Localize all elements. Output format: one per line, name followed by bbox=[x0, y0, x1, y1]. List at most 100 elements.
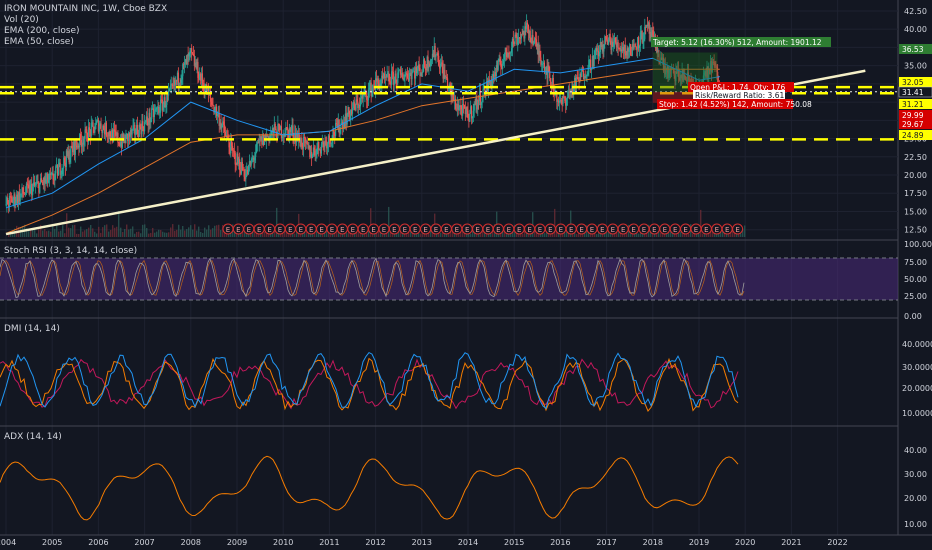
candle-body bbox=[20, 193, 22, 195]
price-badge-label: 31.41 bbox=[902, 88, 924, 97]
indicator-ema200[interactable]: EMA (200, close) bbox=[4, 26, 80, 36]
indicator-ema50[interactable]: EMA (50, close) bbox=[4, 37, 74, 47]
candle-body bbox=[495, 65, 498, 76]
price-badge-label: 24.89 bbox=[902, 131, 924, 140]
volume-bar bbox=[336, 226, 338, 237]
candle-body bbox=[287, 127, 289, 130]
candle-body bbox=[713, 61, 715, 63]
price-badge bbox=[899, 77, 932, 87]
volume-bar bbox=[470, 233, 472, 237]
volume-bar bbox=[186, 229, 188, 237]
volume-bar bbox=[114, 227, 116, 237]
candle-body bbox=[272, 128, 275, 133]
volume-bar bbox=[530, 233, 532, 237]
earnings-marker-label: E bbox=[465, 226, 469, 234]
candle-body bbox=[291, 125, 293, 130]
candle-body bbox=[48, 179, 50, 183]
candle-body bbox=[79, 133, 81, 148]
candle-body bbox=[370, 82, 372, 96]
candle-body bbox=[359, 97, 362, 107]
candle-body bbox=[236, 153, 238, 165]
candle-body bbox=[136, 125, 139, 135]
candle-body bbox=[408, 73, 410, 81]
candle-body bbox=[68, 151, 70, 163]
candle-body bbox=[355, 99, 357, 110]
volume-bar bbox=[630, 233, 632, 237]
candle-body bbox=[523, 30, 525, 39]
candle-body bbox=[558, 100, 560, 103]
candle-body bbox=[285, 127, 287, 136]
volume-bar bbox=[306, 230, 308, 237]
candle-body bbox=[167, 90, 170, 96]
candle-body bbox=[430, 59, 432, 67]
candle-body bbox=[584, 76, 586, 79]
earnings-marker-label: E bbox=[486, 226, 490, 234]
candle-body bbox=[715, 65, 717, 67]
candle-body bbox=[303, 137, 305, 149]
candle-body bbox=[588, 59, 590, 73]
candle-body bbox=[493, 74, 495, 78]
volume-bar bbox=[326, 225, 328, 237]
candle-body bbox=[312, 147, 315, 156]
candle-body bbox=[663, 65, 665, 71]
candle-body bbox=[562, 96, 564, 104]
candle-body bbox=[32, 186, 34, 196]
candle-body bbox=[351, 109, 353, 114]
candle-body bbox=[328, 135, 330, 141]
candle-body bbox=[163, 97, 165, 105]
volume-bar bbox=[692, 233, 694, 237]
candle-body bbox=[341, 121, 343, 124]
candle-body bbox=[247, 169, 249, 174]
volume-bar bbox=[128, 229, 130, 237]
candle-body bbox=[602, 44, 604, 52]
price-badge bbox=[899, 130, 932, 140]
candle-body bbox=[494, 72, 496, 78]
candle-body bbox=[235, 164, 237, 166]
symbol-title[interactable]: IRON MOUNTAIN INC, 1W, Cboe BZX bbox=[4, 4, 168, 14]
volume-bar bbox=[170, 227, 172, 237]
stoch-title[interactable]: Stoch RSI (3, 3, 14, 14, close) bbox=[4, 246, 138, 256]
candle-body bbox=[425, 68, 427, 71]
candle-body bbox=[93, 126, 95, 133]
candle-body bbox=[384, 76, 386, 79]
volume-bar bbox=[316, 226, 318, 237]
candle-body bbox=[158, 106, 160, 113]
candle-body bbox=[322, 141, 324, 143]
candle-body bbox=[542, 62, 545, 64]
candle-body bbox=[183, 64, 185, 65]
volume-bar bbox=[442, 233, 444, 237]
volume-bar bbox=[138, 231, 140, 237]
candle-body bbox=[537, 43, 539, 55]
target-label: Target: 5.12 (16.30%) 512, Amount: 1901.… bbox=[652, 38, 822, 47]
volume-bar bbox=[580, 232, 582, 237]
candle-body bbox=[309, 145, 311, 157]
volume-bar bbox=[74, 224, 76, 237]
candle-body bbox=[437, 53, 439, 56]
candle-body bbox=[682, 69, 684, 81]
candle-body bbox=[638, 45, 641, 49]
candle-body bbox=[387, 73, 389, 74]
candle-body bbox=[128, 133, 131, 137]
candle-body bbox=[414, 67, 417, 79]
candle-body bbox=[290, 129, 292, 132]
adx-tick-label: 20.00 bbox=[904, 494, 927, 503]
candle-body bbox=[251, 159, 253, 161]
earnings-marker-label: E bbox=[413, 226, 417, 234]
adx-title[interactable]: ADX (14, 14) bbox=[4, 432, 62, 442]
dmi-title[interactable]: DMI (14, 14) bbox=[4, 324, 60, 334]
candle-body bbox=[206, 84, 208, 95]
candle-body bbox=[340, 123, 342, 130]
candle-body bbox=[99, 123, 101, 127]
candle-body bbox=[543, 62, 546, 73]
candle-body bbox=[164, 97, 166, 108]
stoch-tick-label: 25.00 bbox=[904, 292, 927, 301]
indicator-volume[interactable]: Vol (20) bbox=[4, 15, 39, 25]
candle-body bbox=[509, 52, 511, 54]
candle-body bbox=[671, 68, 673, 69]
volume-bar bbox=[318, 232, 320, 237]
candle-body bbox=[199, 73, 202, 81]
candle-body bbox=[622, 46, 625, 51]
volume-bar bbox=[34, 228, 36, 237]
candle-body bbox=[80, 133, 82, 140]
